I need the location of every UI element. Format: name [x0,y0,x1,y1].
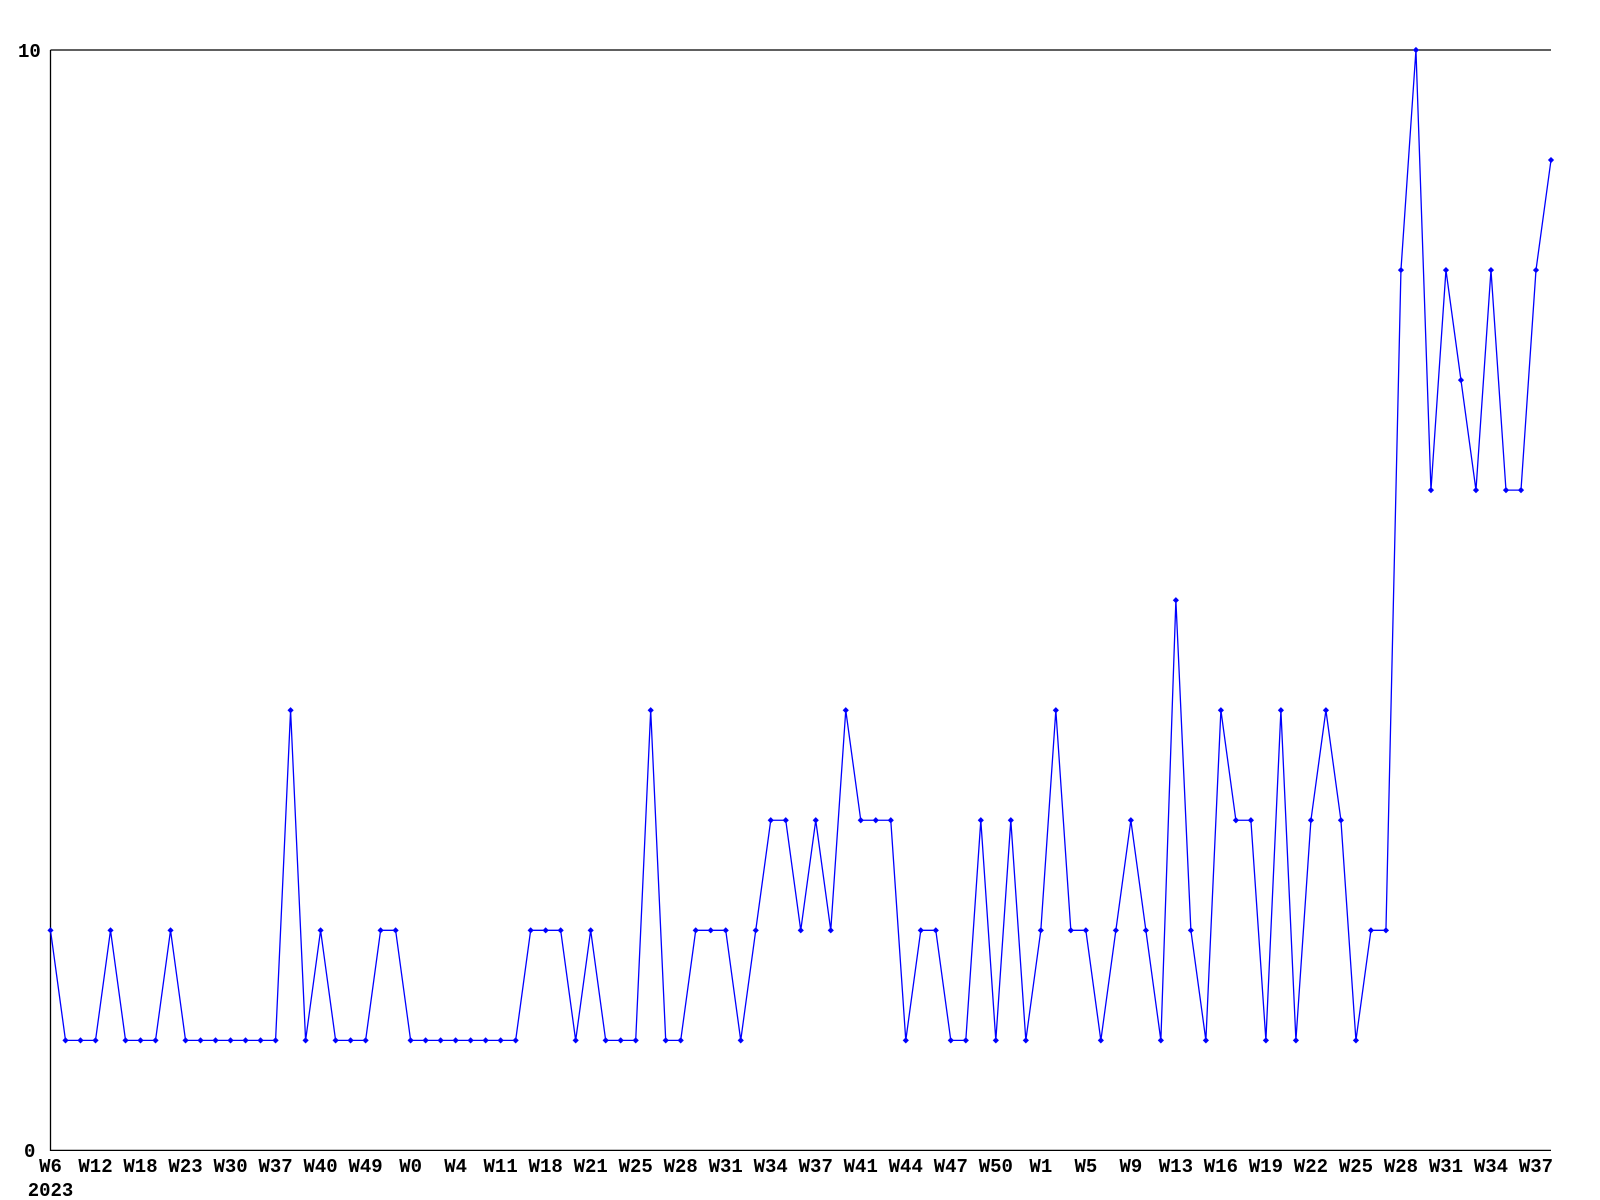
svg-text:W1: W1 [1029,1156,1052,1178]
svg-text:W28: W28 [1384,1156,1418,1178]
svg-text:W34: W34 [754,1156,788,1178]
svg-text:W18: W18 [529,1156,563,1178]
svg-text:W21: W21 [574,1156,608,1178]
svg-text:W16: W16 [1204,1156,1238,1178]
svg-text:W18: W18 [123,1156,157,1178]
svg-text:W30: W30 [213,1156,247,1178]
svg-text:W25: W25 [1339,1156,1373,1178]
svg-text:W31: W31 [1429,1156,1463,1178]
svg-text:W37: W37 [1519,1156,1553,1178]
svg-text:W31: W31 [709,1156,743,1178]
svg-text:W41: W41 [844,1156,878,1178]
svg-text:W34: W34 [1474,1156,1508,1178]
svg-text:2023: 2023 [28,1180,74,1200]
svg-text:W0: W0 [399,1156,422,1178]
svg-text:W25: W25 [619,1156,653,1178]
svg-text:W40: W40 [303,1156,337,1178]
svg-text:W11: W11 [484,1156,518,1178]
svg-text:10: 10 [18,41,41,63]
svg-text:W23: W23 [168,1156,202,1178]
svg-text:W37: W37 [258,1156,292,1178]
svg-text:W12: W12 [78,1156,112,1178]
svg-text:W37: W37 [799,1156,833,1178]
svg-text:W49: W49 [349,1156,383,1178]
svg-text:W6: W6 [39,1156,62,1178]
svg-text:0: 0 [24,1141,35,1163]
svg-text:W9: W9 [1119,1156,1142,1178]
svg-text:W22: W22 [1294,1156,1328,1178]
svg-text:W50: W50 [979,1156,1013,1178]
svg-text:W47: W47 [934,1156,968,1178]
svg-text:W5: W5 [1074,1156,1097,1178]
svg-text:W19: W19 [1249,1156,1283,1178]
svg-text:W44: W44 [889,1156,923,1178]
svg-text:W28: W28 [664,1156,698,1178]
svg-text:W13: W13 [1159,1156,1193,1178]
svg-text:W4: W4 [444,1156,467,1178]
